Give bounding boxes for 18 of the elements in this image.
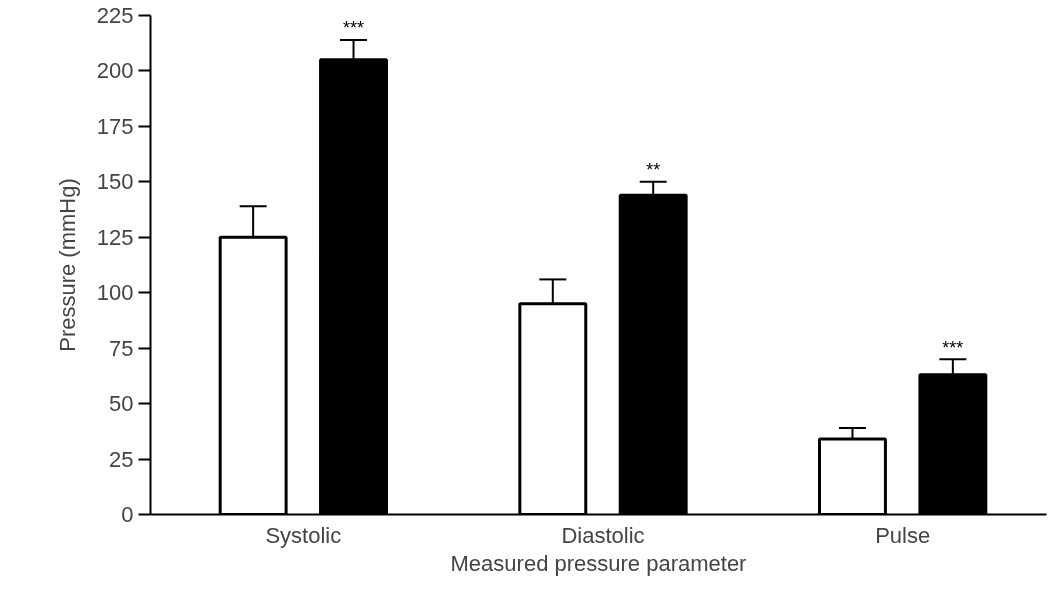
y-tick-label: 0 — [121, 502, 134, 527]
y-tick-label: 25 — [109, 446, 134, 472]
y-tick-label: 100 — [96, 280, 134, 306]
x-tick-label: Diastolic — [561, 522, 645, 548]
y-tick-label: 75 — [109, 335, 134, 361]
y-tick-label: 50 — [109, 391, 134, 417]
y-tick-label: 150 — [96, 169, 134, 195]
y-tick-label: 225 — [96, 3, 134, 28]
annotation: *** — [343, 18, 365, 39]
y-axis-title: Pressure (mmHg) — [54, 178, 80, 352]
annotation: *** — [942, 337, 964, 358]
x-tick-label: Pulse — [875, 522, 931, 548]
x-tick-label: Systolic — [265, 522, 342, 548]
annotation: ** — [646, 160, 661, 181]
y-tick-label: 200 — [96, 58, 134, 84]
y-tick-label: 125 — [96, 224, 134, 250]
y-tick-label: 175 — [96, 113, 134, 139]
x-axis-title: Measured pressure parameter — [450, 550, 747, 576]
